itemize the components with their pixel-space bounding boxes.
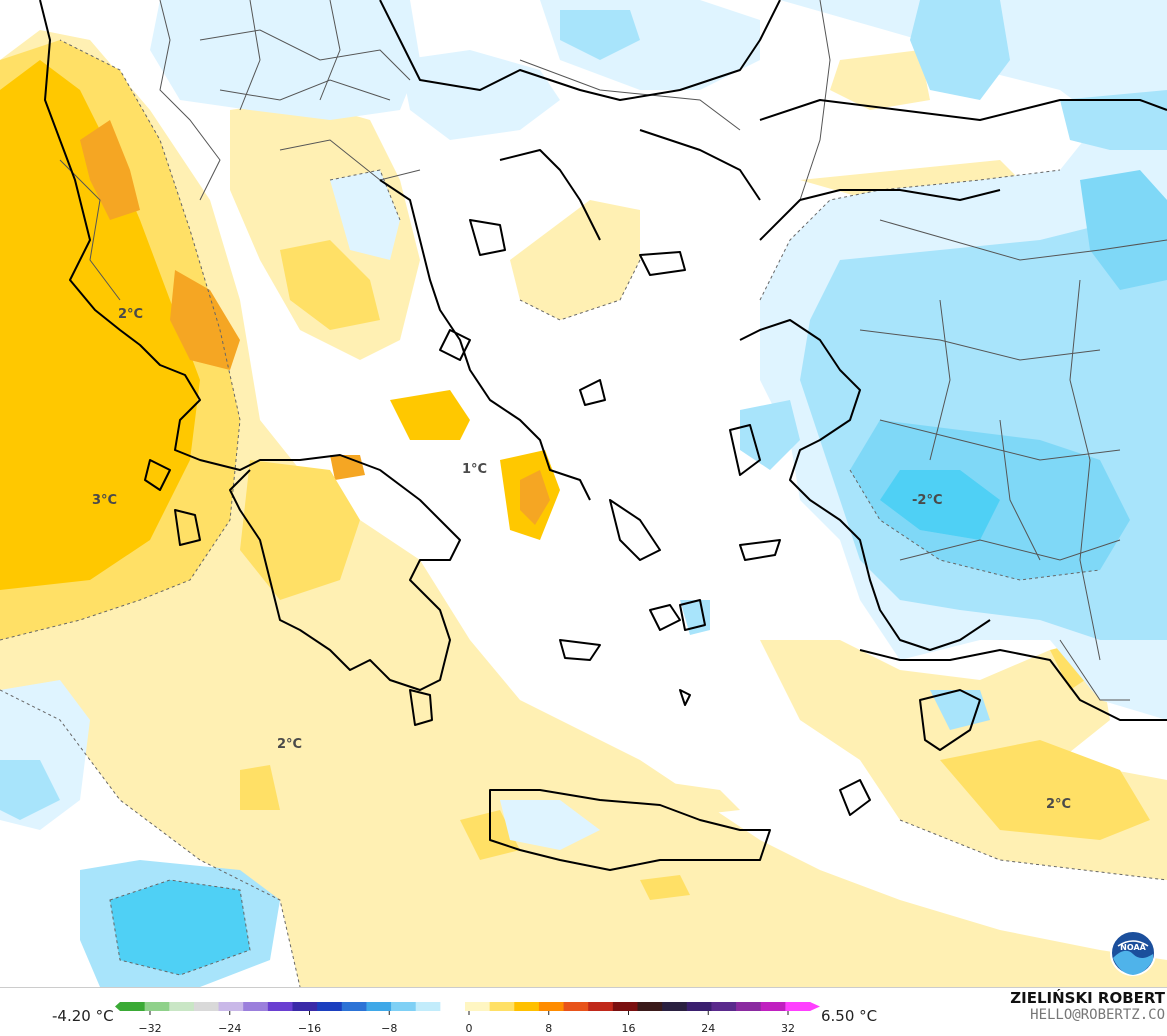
scale-swatch [391,1002,417,1011]
label-anatolia: -2°C [912,493,942,508]
scale-swatch [193,1002,220,1011]
label-albania: 2°C [118,307,143,322]
scale-swatch [612,1002,638,1011]
scale-swatch [637,1002,663,1011]
author-email: HELLO@ROBERTZ.CO [1030,1007,1165,1023]
scale-tick-label: −32 [138,1022,161,1035]
scale-tick-label: −24 [218,1022,241,1035]
scale-swatch [760,1002,786,1011]
cold-anomaly-fields [0,0,1167,987]
scale-tick-label: 0 [466,1022,473,1035]
scale-swatch [292,1002,318,1011]
scale-swatch [267,1002,293,1011]
scale-tick-label: −16 [298,1022,321,1035]
noaa-logo-text: NOAA [1120,943,1146,952]
scale-tick-label: 16 [622,1022,636,1035]
scale-swatch [736,1002,762,1011]
scale-tick-label: −8 [381,1022,397,1035]
scale-swatch [563,1002,589,1011]
scale-swatch [317,1002,343,1011]
contour-lines [0,39,1167,987]
label-attica: 1°C [462,462,487,477]
scale-swatch [218,1002,244,1011]
label-levantine: 2°C [1046,797,1071,812]
scale-tick-label: 32 [781,1022,795,1035]
scale-right-arrow [810,1002,820,1011]
legend-max-value: 6.50 °C [821,1007,878,1025]
scale-swatch [415,1002,441,1011]
coastlines [39,0,1167,871]
noaa-logo: NOAA [1110,930,1156,976]
label-cretan-sea-west: 2°C [277,737,302,752]
scale-tick-label: 8 [545,1022,552,1035]
scale-swatch [120,1002,146,1011]
scale-swatch [711,1002,737,1011]
label-ionian: 3°C [92,493,117,508]
scale-swatch [514,1002,540,1011]
scale-swatch [341,1002,367,1011]
scale-swatch [686,1002,712,1011]
temperature-anomaly-map: 2°C 3°C 1°C -2°C 2°C 2°C [0,0,1167,987]
scale-swatch [243,1002,269,1011]
map-labels: 2°C 3°C 1°C -2°C 2°C 2°C [92,307,1071,812]
scale-swatch [169,1002,195,1011]
scale-swatch [785,1002,811,1011]
author-name: ZIELIŃSKI ROBERT [1010,989,1165,1007]
legend-min-value: -4.20 °C [52,1007,114,1025]
scale-left-arrow [115,1002,120,1011]
scale-swatch [465,1002,491,1011]
scale-swatch [366,1002,392,1011]
admin-borders [59,0,1167,701]
warm-anomaly-fields [0,30,1167,987]
scale-swatch [662,1002,688,1011]
scale-swatch [588,1002,614,1011]
scale-swatch [538,1002,565,1011]
legend-footer: -4.20 °C −32 −24 −16 −8 0 8 16 24 32 6.50 °C ZIE… [0,987,1167,1036]
scale-tick-label: 24 [701,1022,715,1035]
color-scale-bar: −32 −24 −16 −8 0 8 16 24 32 [115,1002,820,1035]
scale-swatch [489,1002,515,1011]
scale-swatch [144,1002,170,1011]
scale-swatch [440,1002,466,1011]
